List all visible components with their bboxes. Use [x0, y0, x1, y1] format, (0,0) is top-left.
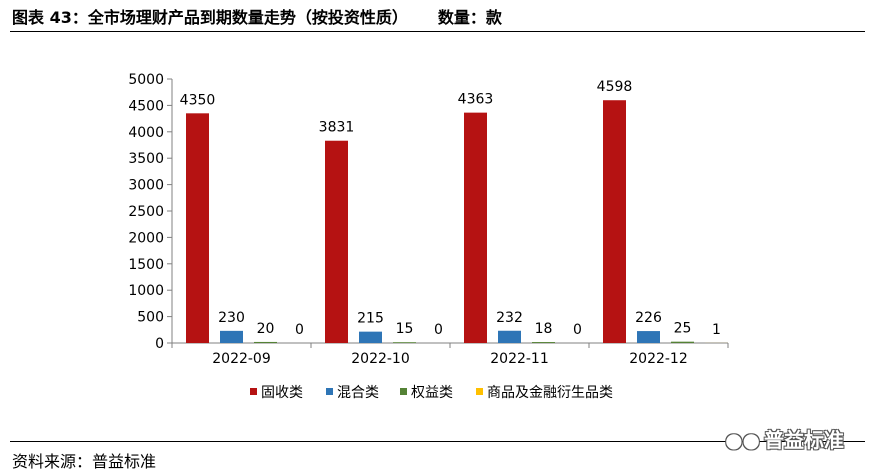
x-tick-label: 2022-11 [490, 351, 549, 367]
y-tick-label: 500 [137, 310, 164, 326]
bar [498, 330, 521, 343]
data-label: 0 [295, 322, 304, 338]
y-tick-label: 2500 [128, 204, 164, 220]
data-label: 215 [357, 311, 384, 327]
figure-title: 图表 43：全市场理财产品到期数量走势（按投资性质） 数量：款 [12, 4, 502, 28]
x-axis: 2022-09 2022-10 2022-11 2022-12 [171, 342, 729, 367]
legend-label: 固收类 [261, 385, 303, 401]
unit-label: 数量：款 [437, 8, 502, 27]
y-tick-label: 4000 [128, 125, 164, 141]
data-label: 15 [396, 321, 414, 337]
y-tick-label: 1500 [128, 257, 164, 273]
data-label: 0 [434, 322, 443, 338]
y-tick-label: 3500 [128, 151, 164, 167]
data-label: 4350 [180, 92, 216, 108]
y-tick-label: 2000 [128, 230, 164, 246]
legend-label: 商品及金融衍生品类 [487, 385, 613, 401]
y-tick-label: 0 [155, 336, 164, 352]
watermark: ●● 普益标准 [725, 424, 844, 453]
bottom-rule [10, 441, 865, 442]
watermark-text: 普益标准 [764, 428, 844, 452]
data-label: 25 [674, 321, 692, 337]
source-note: 资料来源：普益标准 [12, 452, 157, 471]
data-label: 1 [712, 322, 721, 338]
bar [220, 330, 243, 343]
data-label: 4598 [597, 79, 633, 95]
bar [637, 331, 660, 343]
data-label: 18 [535, 321, 553, 337]
bar [325, 140, 348, 343]
data-label: 3831 [319, 120, 355, 136]
y-axis: 0 500 1000 1500 2000 2500 3000 3500 4000 4500 5000 [128, 72, 173, 352]
data-labels: 4350 3831 4363 4598 230 215 232 226 20 15 18 25 0 0 0 1 [180, 79, 721, 338]
x-tick-label: 2022-09 [212, 351, 271, 367]
bar [532, 342, 555, 343]
bar [603, 100, 626, 343]
data-label: 20 [257, 321, 275, 337]
data-label: 232 [496, 310, 523, 326]
data-label: 226 [635, 310, 662, 326]
legend-label: 权益类 [411, 385, 453, 401]
legend-swatch [326, 388, 333, 395]
figure-title-text: 图表 43：全市场理财产品到期数量走势（按投资性质） [12, 8, 408, 27]
y-tick-label: 3000 [128, 178, 164, 194]
bar [393, 342, 416, 343]
bar [464, 112, 487, 343]
x-tick-label: 2022-10 [351, 351, 410, 367]
data-label: 230 [218, 310, 245, 326]
bar [186, 113, 209, 343]
legend-swatch [476, 388, 483, 395]
top-rule [10, 31, 865, 32]
legend-label: 混合类 [337, 385, 379, 401]
data-label: 0 [573, 322, 582, 338]
bars [186, 100, 728, 343]
bar [254, 341, 277, 343]
y-tick-label: 5000 [128, 72, 164, 88]
x-tick-label: 2022-12 [629, 351, 688, 367]
legend-swatch [400, 388, 407, 395]
bar [359, 331, 382, 343]
bar [671, 341, 694, 343]
bar-chart: 0500100015002000250030003500400045005000… [128, 72, 729, 401]
legend-swatch [250, 388, 257, 395]
y-tick-label: 1000 [128, 283, 164, 299]
data-label: 4363 [458, 92, 494, 108]
legend: 固收类 混合类 权益类 商品及金融衍生品类 [250, 385, 613, 401]
wechat-icon: ●● [725, 428, 760, 452]
y-tick-label: 4500 [128, 98, 164, 114]
